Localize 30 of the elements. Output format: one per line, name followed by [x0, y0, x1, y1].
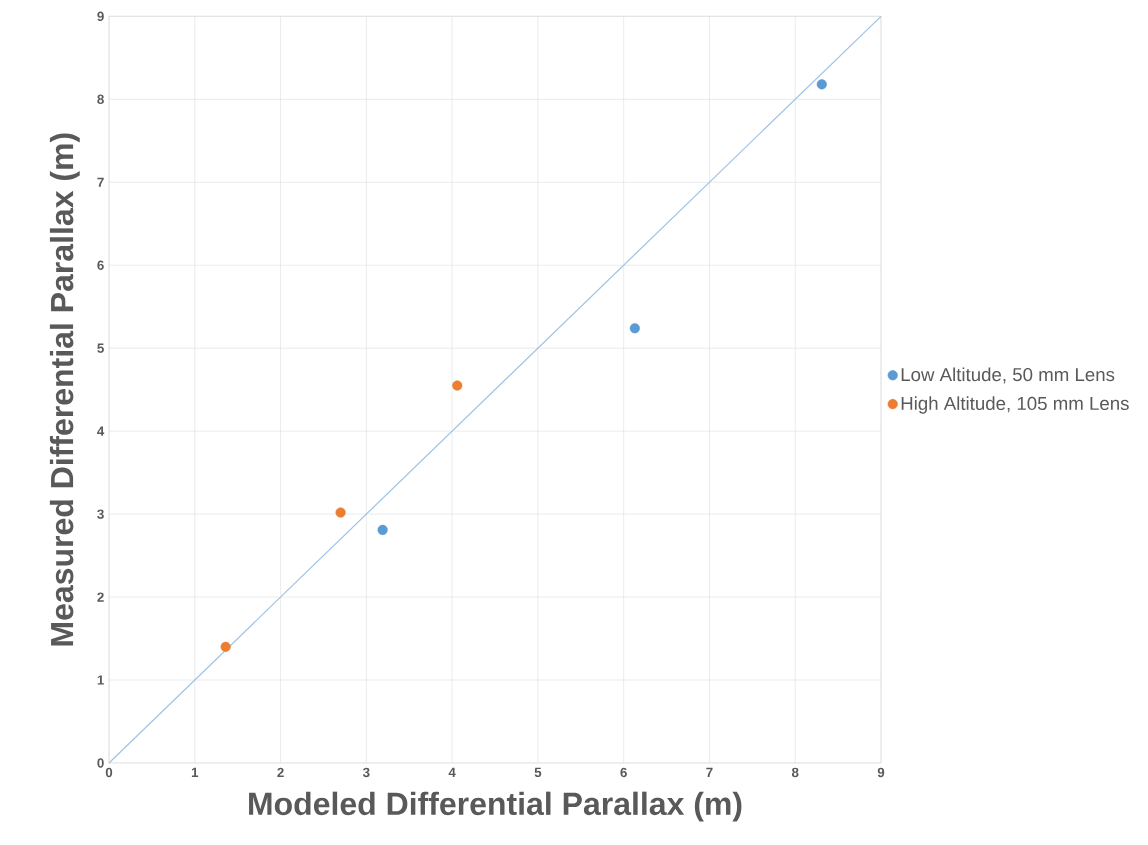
y-tick-label: 2	[97, 592, 104, 602]
x-tick-label: 9	[877, 767, 885, 778]
point	[220, 641, 231, 652]
x-tick-label: 4	[448, 767, 456, 777]
x-tick-label: 3	[362, 767, 370, 778]
x-axis-title: Modeled Differential Parallax (m)	[249, 791, 742, 822]
y-tick-label: 6	[97, 260, 104, 270]
y-tick-label: 3	[97, 509, 104, 519]
y-tick-label: 0	[97, 758, 104, 768]
y-tick-label: 9	[97, 11, 104, 22]
point	[816, 79, 827, 90]
x-tick-label: 6	[620, 767, 627, 778]
y-tick-label: 8	[97, 94, 104, 105]
x-tick-label: 1	[191, 767, 199, 777]
legend-label: High Altitude, 105 mm Lens	[901, 396, 1129, 414]
point	[377, 524, 388, 535]
x-tick-label: 0	[105, 767, 113, 778]
y-tick-label: 5	[97, 343, 104, 353]
point	[629, 323, 640, 334]
y-tick-label: 4	[97, 426, 105, 436]
x-tick-label: 2	[277, 767, 284, 778]
y-tick-label: 1	[97, 675, 104, 685]
x-tick-label: 8	[791, 767, 799, 778]
point	[335, 507, 346, 518]
x-tick-label: 5	[534, 767, 542, 778]
x-tick-label: 7	[706, 767, 713, 777]
y-tick-label: 7	[97, 177, 104, 187]
legend-label: Low Altitude, 50 mm Lens	[901, 367, 1115, 384]
y-axis-title: Measured Differential Parallax (m)	[49, 133, 80, 646]
point	[452, 380, 463, 391]
